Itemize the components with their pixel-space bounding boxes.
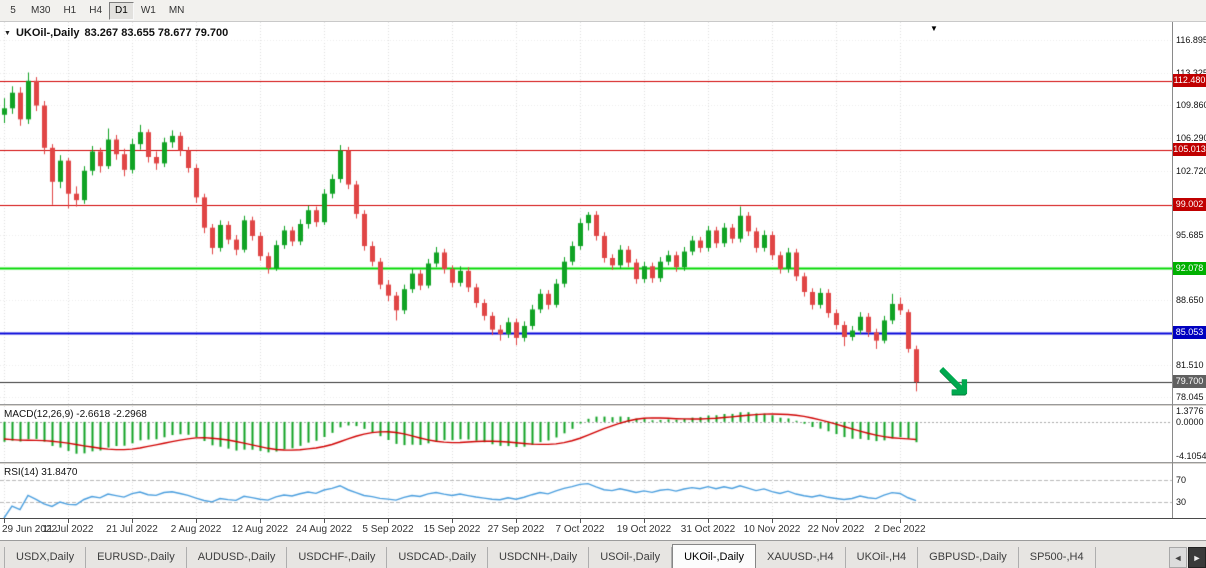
time-axis-tick [68, 519, 69, 523]
price-pane-canvas[interactable] [0, 22, 1172, 404]
time-axis-tick [708, 519, 709, 523]
timeframe-button-5[interactable]: 5 [10, 5, 16, 16]
time-axis-tick [388, 519, 389, 523]
macd-axis-tick: 0.0000 [1176, 416, 1204, 427]
chart-tab-usoil-daily[interactable]: USOil-,Daily [589, 547, 673, 568]
price-axis-tick: 109.860 [1176, 100, 1206, 110]
chart-tab-bar: USDX,Daily EURUSD-,Daily AUDUSD-,Daily USDC… [0, 540, 1206, 568]
price-line-badge: 99.002 [1173, 198, 1206, 212]
time-axis-label: 10 Nov 2022 [743, 524, 801, 535]
chart-region[interactable]: ▼ UKOil-,Daily 83.267 83.655 78.677 79.7… [0, 22, 1206, 540]
time-axis-tick [516, 519, 517, 523]
time-axis-tick [132, 519, 133, 523]
chart-title: ▼ UKOil-,Daily 83.267 83.655 78.677 79.7… [4, 27, 228, 39]
chart-tab-sp500-h4[interactable]: SP500-,H4 [1019, 547, 1096, 568]
price-axis-tick: 78.045 [1176, 392, 1204, 403]
price-axis-tick: 81.510 [1176, 360, 1204, 371]
chart-tab-ukoil-daily[interactable]: UKOil-,Daily [672, 544, 756, 568]
macd-pane-canvas[interactable] [0, 406, 1172, 462]
time-axis-tick [644, 519, 645, 523]
price-axis-tick: 88.650 [1176, 294, 1204, 305]
macd-axis-tick: 1.3776 [1176, 406, 1204, 416]
time-axis-tick [900, 519, 901, 523]
time-axis-tick [836, 519, 837, 523]
time-axis-tick [260, 519, 261, 523]
timeframe-button-h1[interactable]: H1 [63, 5, 77, 16]
price-line-badge: 79.700 [1173, 375, 1206, 389]
timeframe-button-h4[interactable]: H4 [89, 5, 103, 16]
chart-tab-usdx-daily[interactable]: USDX,Daily [4, 547, 87, 568]
chart-shift-marker-icon[interactable]: ▼ [930, 24, 938, 33]
rsi-pane-canvas[interactable] [0, 464, 1172, 518]
price-axis-tick: 116.895 [1176, 35, 1206, 46]
time-axis-label: 5 Sep 2022 [362, 524, 414, 535]
price-axis-tick: 113.325 [1176, 68, 1206, 79]
price-axis-separator [1172, 22, 1173, 519]
tab-scroll-right-icon[interactable]: ► [1188, 547, 1206, 568]
chart-tab-eurusd-daily[interactable]: EURUSD-,Daily [86, 547, 187, 568]
chart-title-ohlc: 83.267 83.655 78.677 79.700 [84, 27, 229, 39]
timeframe-button-w1[interactable]: W1 [140, 5, 156, 16]
time-axis-label: 24 Aug 2022 [295, 524, 353, 535]
rsi-axis-tick: 70 [1176, 475, 1187, 486]
time-axis-tick [196, 519, 197, 523]
time-axis-label: 22 Nov 2022 [807, 524, 865, 535]
down-arrow-annotation-icon[interactable]: ↘ [934, 353, 973, 405]
time-axis-tick [4, 519, 5, 523]
price-axis-tick: 106.290 [1176, 132, 1206, 143]
time-axis-label: 15 Sep 2022 [423, 524, 481, 535]
price-line-badge: 112.480 [1173, 74, 1206, 88]
tab-scroll-left-icon[interactable]: ◄ [1169, 547, 1187, 568]
chart-title-symbol: UKOil-,Daily [15, 27, 80, 39]
price-axis-tick: 95.685 [1176, 230, 1204, 241]
time-axis-tick [452, 519, 453, 523]
time-axis-label: 27 Sep 2022 [487, 524, 545, 535]
chart-tab-xauusd-h4[interactable]: XAUUSD-,H4 [756, 547, 846, 568]
time-axis-tick [772, 519, 773, 523]
timeframe-button-mn[interactable]: MN [168, 5, 185, 16]
time-axis-label: 21 Jul 2022 [106, 524, 158, 535]
time-axis-label: 11 Jul 2022 [42, 524, 94, 535]
rsi-label: RSI(14) 31.8470 [4, 467, 78, 478]
time-axis-tick [580, 519, 581, 523]
chart-tab-gbpusd-daily[interactable]: GBPUSD-,Daily [918, 547, 1019, 568]
rsi-axis-tick: 30 [1176, 496, 1187, 507]
time-axis-label: 29 Jun 2022 [2, 524, 58, 535]
timeframe-toolbar: 5 M30 H1 H4 D1 W1 MN [0, 0, 1206, 22]
chart-tab-ukoil-h4[interactable]: UKOil-,H4 [846, 547, 919, 568]
chart-tab-usdchf-daily[interactable]: USDCHF-,Daily [287, 547, 388, 568]
time-axis-separator [0, 518, 1206, 519]
time-axis-label: 2 Dec 2022 [874, 524, 926, 535]
time-axis[interactable]: 29 Jun 2022 11 Jul 2022 21 Jul 2022 2 Aug 2… [0, 519, 1206, 540]
macd-axis-tick: -4.1054 [1176, 451, 1206, 462]
pane-separator[interactable] [0, 462, 1206, 464]
time-axis-label: 12 Aug 2022 [231, 524, 289, 535]
time-axis-tick [324, 519, 325, 523]
macd-label: MACD(12,26,9) -2.6618 -2.2968 [4, 409, 147, 420]
timeframe-button-m30[interactable]: M30 [31, 5, 51, 16]
chart-tab-audusd-daily[interactable]: AUDUSD-,Daily [187, 547, 288, 568]
chart-collapse-icon[interactable]: ▼ [4, 29, 11, 37]
timeframe-button-d1[interactable]: D1 [109, 1, 134, 20]
chart-tab-usdcad-daily[interactable]: USDCAD-,Daily [387, 547, 488, 568]
time-axis-label: 19 Oct 2022 [616, 524, 672, 535]
price-line-badge: 85.053 [1173, 326, 1206, 340]
pane-separator[interactable] [0, 404, 1206, 406]
price-line-badge: 92.078 [1173, 261, 1206, 275]
time-axis-label: 31 Oct 2022 [680, 524, 736, 535]
price-axis-tick: 102.720 [1176, 165, 1206, 176]
chart-tab-usdcnh-daily[interactable]: USDCNH-,Daily [488, 547, 590, 568]
price-line-badge: 105.013 [1173, 143, 1206, 157]
time-axis-label: 2 Aug 2022 [170, 524, 222, 535]
time-axis-label: 7 Oct 2022 [555, 524, 605, 535]
